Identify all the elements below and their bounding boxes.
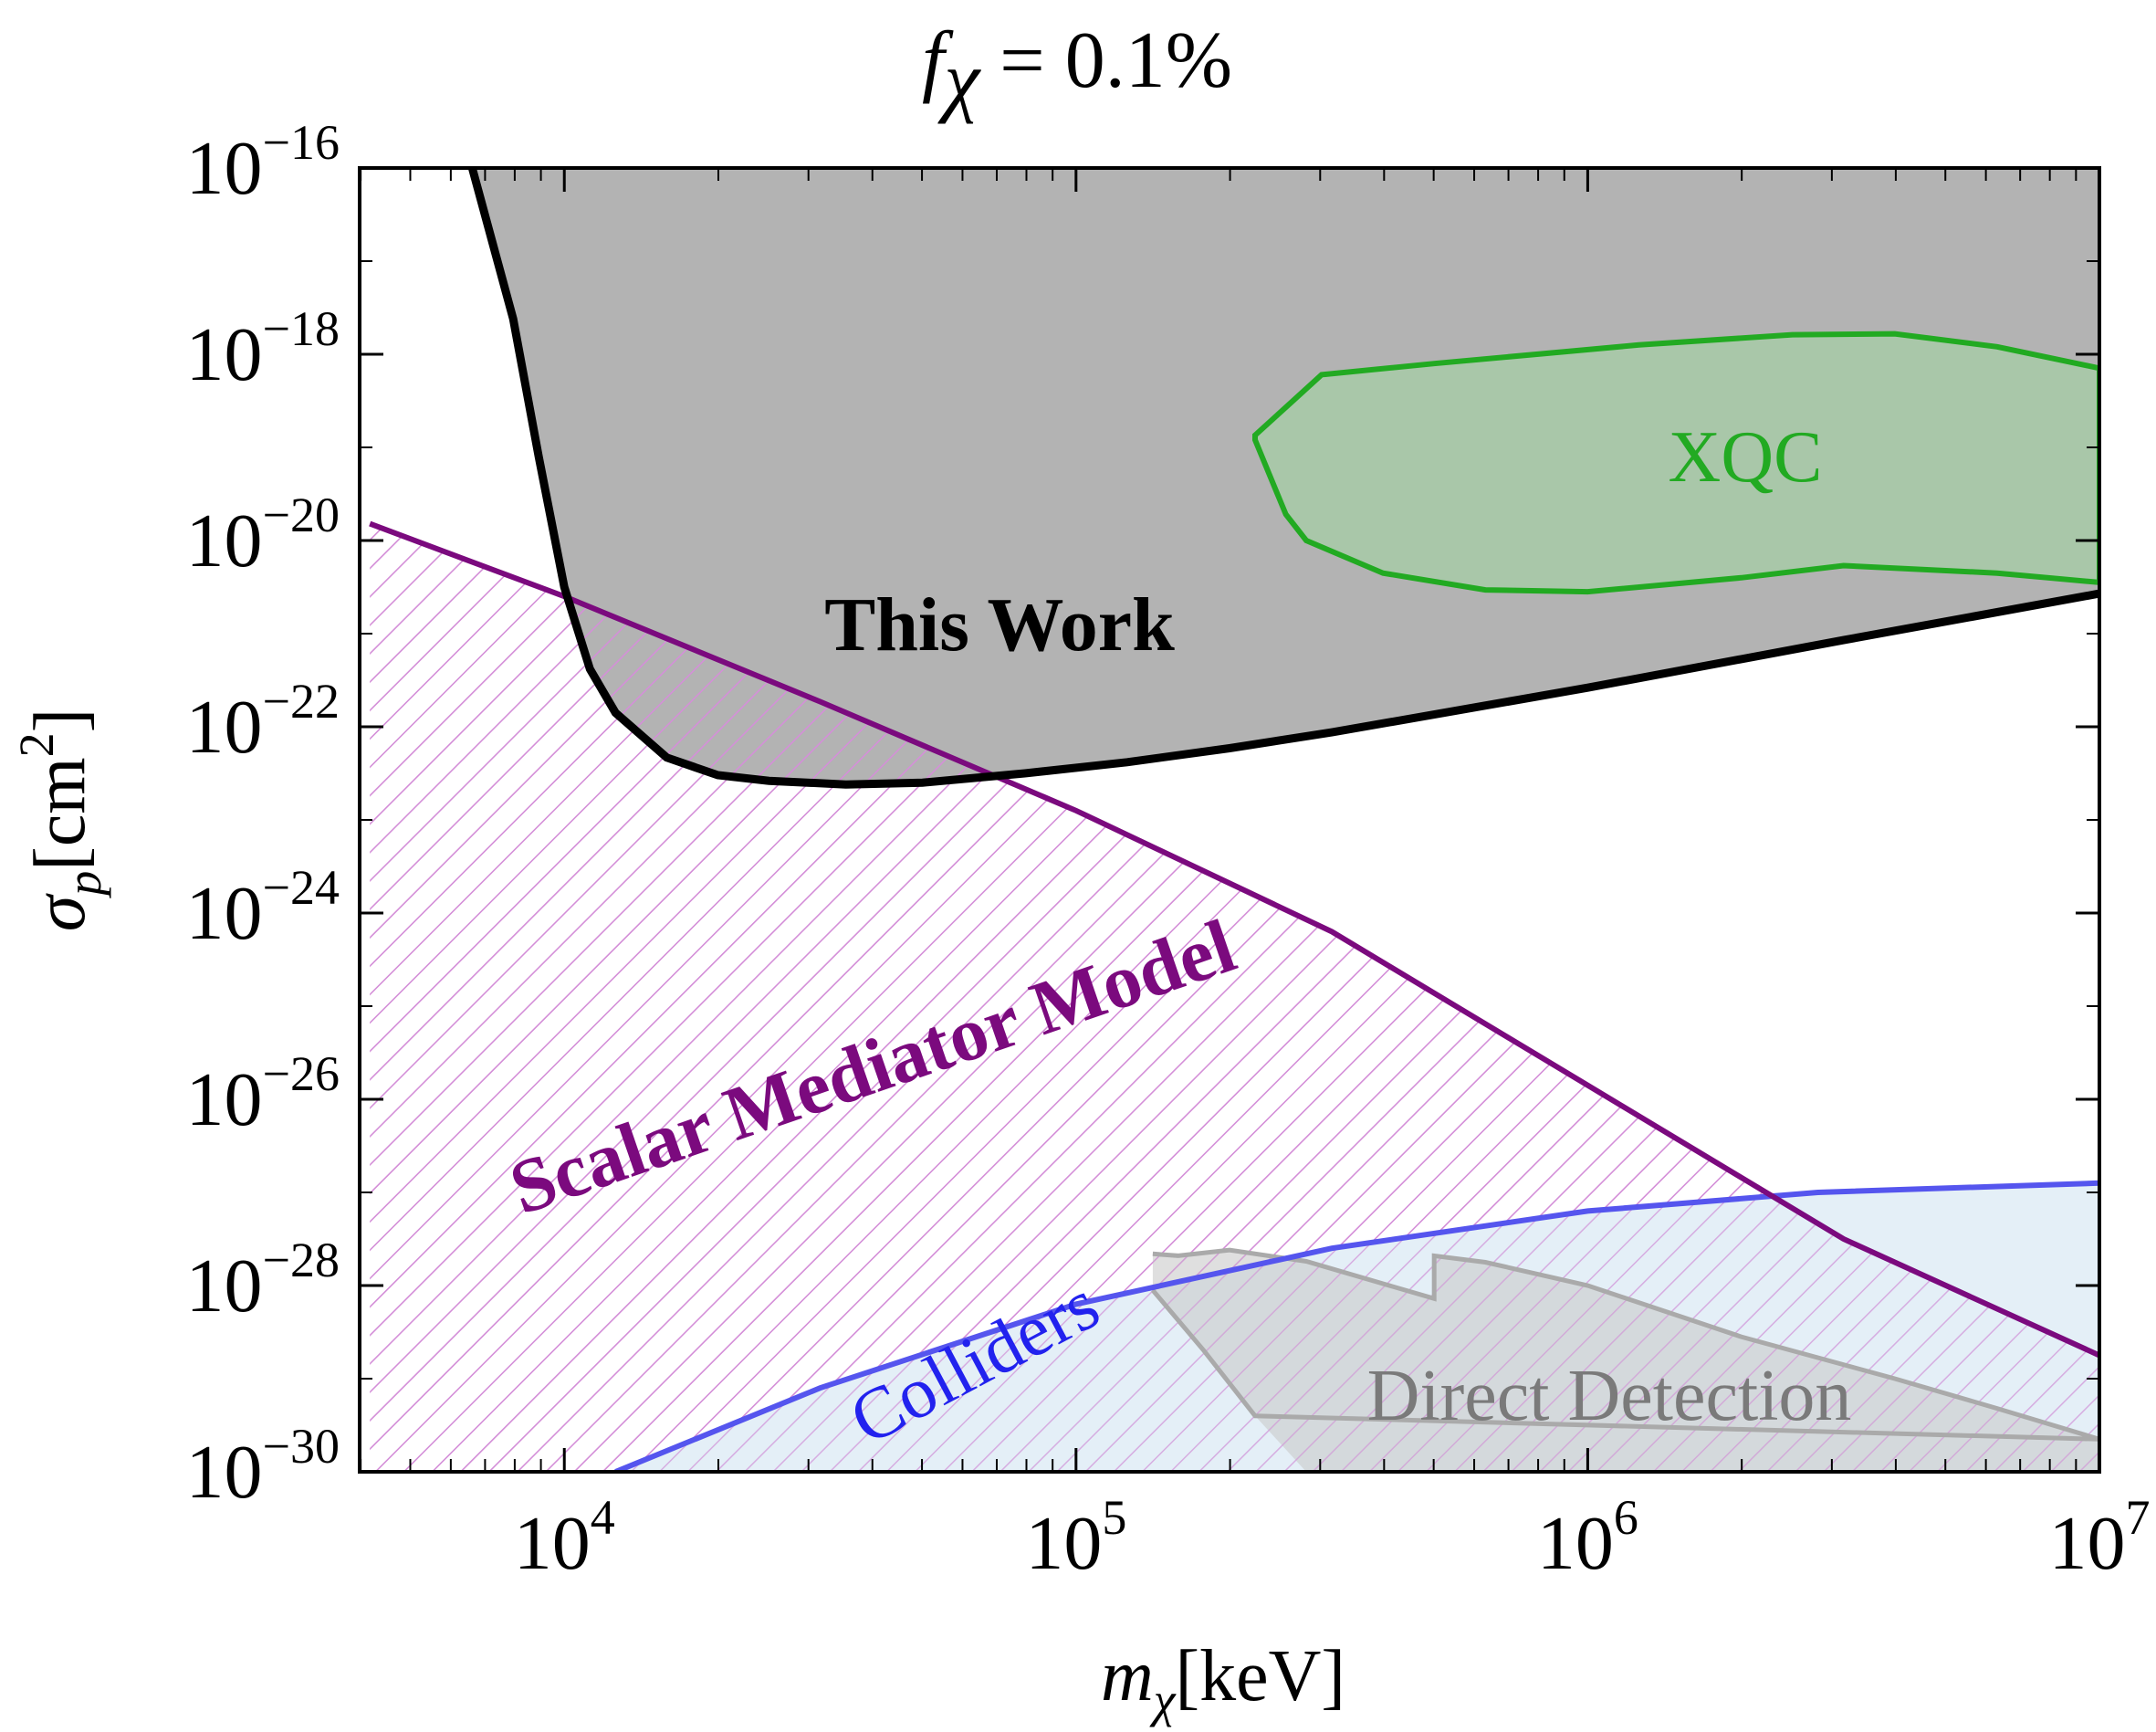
axis-ticks [360, 166, 2101, 1474]
y-axis-label: σp[cm2] [9, 709, 111, 931]
y-tick-label: 10−26 [186, 1046, 340, 1142]
xqc-region [1255, 333, 2099, 593]
xqc-line [1252, 331, 2099, 595]
label-this-work: This Work [824, 583, 1175, 667]
chart-title: fχ = 0.1% [922, 16, 1232, 125]
y-tick-label: 10−18 [186, 301, 340, 397]
scalar-mediator-line [369, 520, 2099, 1359]
colliders-line [614, 1180, 2099, 1472]
y-tick-label: 10−24 [186, 860, 340, 956]
x-tick-label: 107 [2049, 1490, 2151, 1586]
y-tick-label: 10−30 [186, 1419, 340, 1515]
y-tick-label: 10−22 [186, 674, 340, 770]
plot-lines [369, 168, 2099, 1472]
x-tick-label: 106 [1537, 1490, 1638, 1586]
label-xqc: XQC [1669, 417, 1823, 498]
this-work-line [467, 168, 2099, 789]
plot-fills [370, 168, 2099, 1472]
x-axis-label: mχ[keV] [1101, 1636, 1345, 1727]
x-tick-label: 104 [514, 1490, 615, 1586]
axis-tick-labels: 104 105 106 107 10−16 10−18 10−20 10−22 10−24 10−… [186, 115, 2151, 1586]
y-tick-label: 10−28 [186, 1233, 340, 1328]
label-direct-detection: Direct Detection [1367, 1356, 1852, 1436]
direct-detection-line [1150, 1247, 2099, 1442]
x-tick-label: 105 [1025, 1490, 1126, 1586]
scalar-mediator-hatch-overlay [370, 523, 2099, 1472]
y-tick-label: 10−16 [186, 115, 340, 211]
y-tick-label: 10−20 [186, 488, 340, 583]
